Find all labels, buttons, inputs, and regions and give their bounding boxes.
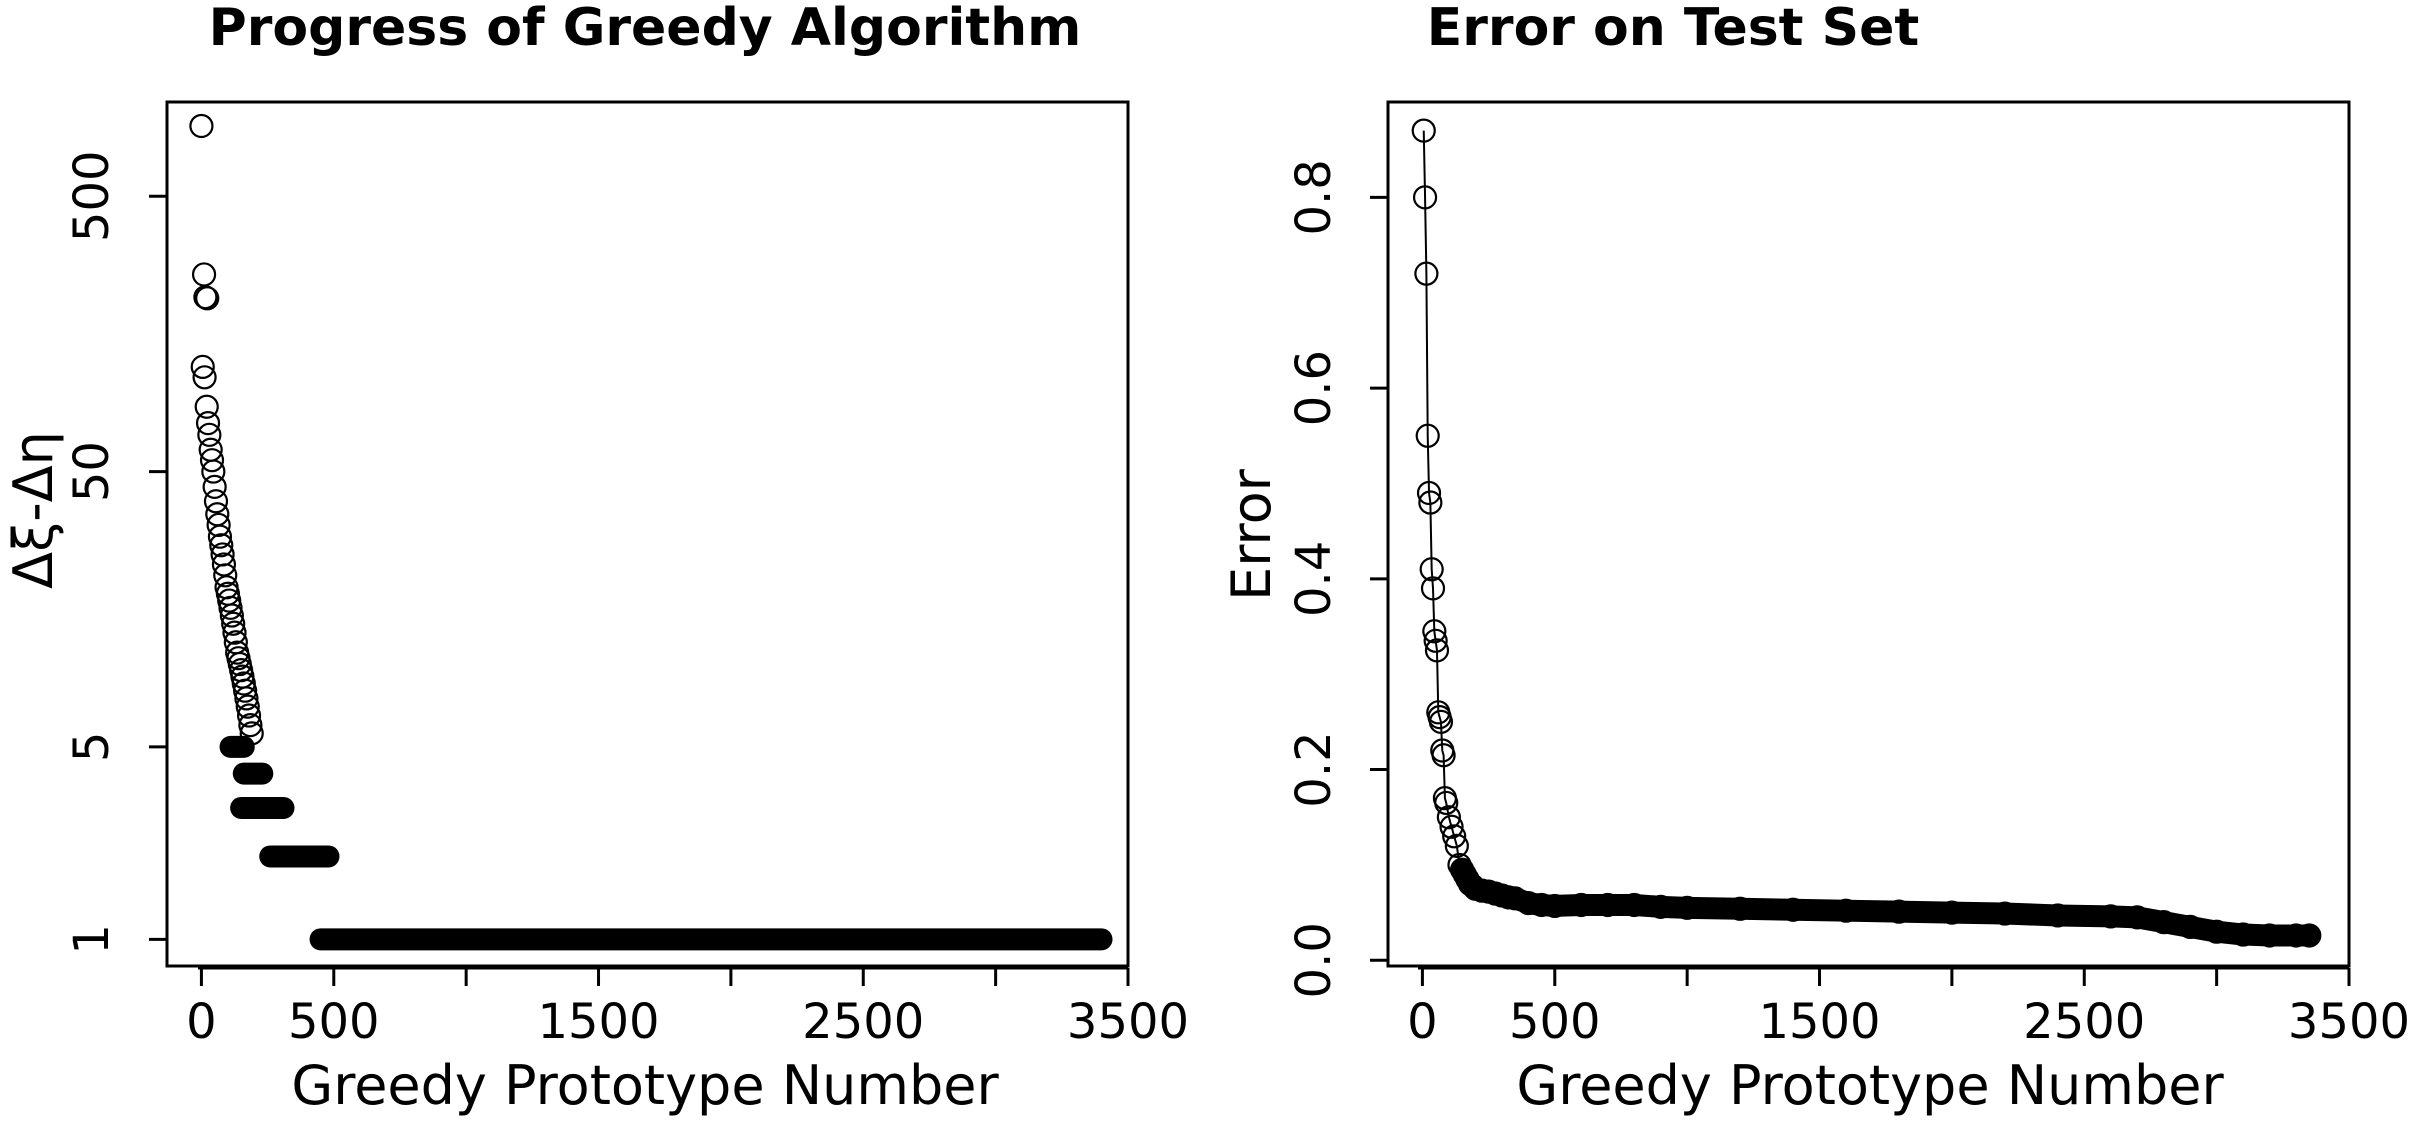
left-point — [202, 474, 227, 499]
right-x-tick-label: 3500 — [2288, 994, 2409, 1050]
right-point — [1420, 576, 1446, 601]
right-point — [1436, 805, 1461, 830]
left-point — [195, 411, 221, 436]
left-point — [190, 354, 215, 380]
right-point — [1442, 824, 1467, 849]
left-chart-title: Progress of Greedy Algorithm — [209, 0, 1082, 58]
left-point — [191, 262, 217, 287]
left-point — [238, 712, 263, 738]
left-point — [209, 533, 234, 558]
right-point — [1424, 638, 1450, 663]
left-point — [232, 678, 258, 703]
left-point — [206, 512, 231, 538]
right-point — [1418, 490, 1443, 515]
left-point — [199, 448, 225, 473]
right-y-tick-label: 0.0 — [1286, 922, 1342, 998]
left-y-ticks: 1 5 50 500 — [64, 150, 167, 955]
right-point — [1411, 118, 1436, 143]
left-point — [201, 459, 226, 484]
right-point — [1412, 185, 1438, 210]
right-point — [1431, 743, 1456, 768]
right-dense-points — [1451, 858, 2321, 947]
left-point — [197, 422, 222, 447]
right-data-series — [1411, 118, 2322, 948]
right-x-tick-label: 1500 — [1758, 994, 1880, 1050]
right-chart-title: Error on Test Set — [1427, 0, 1919, 58]
left-point — [203, 489, 229, 514]
left-band — [259, 845, 340, 868]
left-point — [221, 611, 246, 636]
left-point — [222, 620, 247, 645]
left-point — [236, 703, 262, 728]
left-y-tick-label: 1 — [64, 924, 120, 955]
right-plot-frame — [1386, 100, 2351, 968]
right-y-tick-label: 0.6 — [1286, 350, 1342, 426]
right-point — [1434, 790, 1459, 816]
left-point — [234, 686, 259, 711]
left-band — [219, 735, 255, 758]
left-plot-frame — [165, 100, 1130, 968]
left-x-tick-label: 500 — [288, 994, 380, 1050]
right-y-ticks: 0.0 0.2 0.4 0.6 0.8 — [1286, 159, 1388, 998]
left-y-tick-label: 50 — [64, 441, 120, 502]
left-x-tick-label: 1500 — [537, 994, 659, 1050]
right-point — [1444, 833, 1469, 858]
right-y-axis-label: Error — [1220, 468, 1283, 600]
right-series-line — [1422, 130, 2310, 937]
left-point — [218, 595, 243, 620]
left-point — [207, 524, 233, 549]
right-panel: Error on Test Set 0 500 1500 2500 3500 0.00.… — [1220, 0, 2409, 1117]
right-point — [1415, 423, 1440, 448]
left-point — [194, 394, 219, 419]
left-x-tick-label: 2500 — [802, 994, 924, 1050]
left-x-tick-label: 0 — [186, 994, 217, 1050]
right-point — [1419, 557, 1444, 582]
left-y-axis-label: Δξ-Δη — [2, 431, 65, 589]
right-x-ticks: 0 500 1500 2500 3500 — [1407, 968, 2409, 1050]
left-point — [195, 286, 220, 311]
left-point — [192, 365, 217, 390]
left-x-axis-label: Greedy Prototype Number — [291, 1054, 999, 1117]
left-point — [211, 552, 237, 577]
left-point — [219, 603, 244, 628]
left-band — [230, 796, 295, 819]
right-x-axis-label: Greedy Prototype Number — [1516, 1054, 2224, 1117]
right-point — [1428, 709, 1454, 734]
right-y-tick-label: 0.2 — [1286, 731, 1342, 807]
right-x-tick-label: 500 — [1509, 994, 1601, 1050]
right-x-tick-label: 2500 — [2023, 994, 2145, 1050]
right-point — [1414, 261, 1439, 286]
right-point — [1439, 814, 1464, 839]
left-band — [309, 928, 1113, 951]
left-point — [235, 694, 260, 719]
right-point — [1423, 628, 1448, 653]
right-y-tick-label: 0.4 — [1286, 541, 1342, 617]
left-point — [213, 563, 238, 588]
right-point — [1416, 480, 1442, 506]
right-x-tick-label: 0 — [1407, 994, 1438, 1050]
left-y-tick-label: 500 — [64, 150, 120, 242]
left-point — [189, 113, 214, 139]
right-point — [1422, 619, 1447, 644]
right-y-tick-label: 0.8 — [1286, 159, 1342, 235]
left-x-tick-label: 3500 — [1067, 994, 1189, 1050]
left-data-points — [189, 113, 1113, 951]
left-x-ticks: 0 500 1500 2500 3500 — [186, 968, 1189, 1050]
left-panel: Progress of Greedy Algorithm 0 500 1500 250… — [2, 0, 1189, 1117]
left-band — [232, 762, 274, 785]
left-y-tick-label: 5 — [64, 732, 120, 763]
